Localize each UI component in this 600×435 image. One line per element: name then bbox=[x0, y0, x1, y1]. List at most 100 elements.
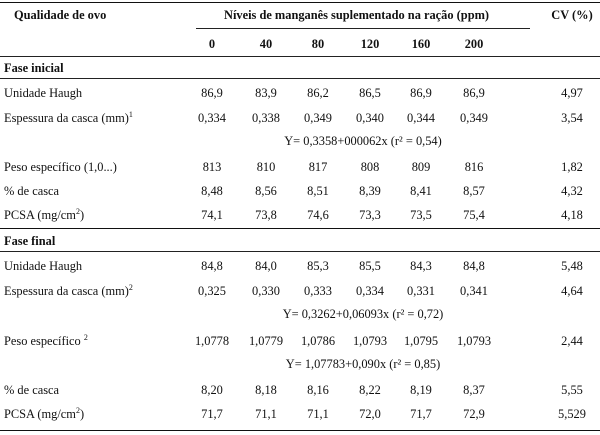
header-levels-label: Níveis de manganês suplementado na ração… bbox=[224, 8, 490, 22]
table-cell: 71,1 bbox=[307, 407, 329, 421]
cv-cell: 3,54 bbox=[561, 111, 583, 125]
table-cell: 8,20 bbox=[201, 383, 223, 397]
table-cell: 1,0793 bbox=[352, 334, 388, 348]
table-cell: 74,1 bbox=[201, 208, 223, 222]
table-cell: 74,6 bbox=[307, 208, 329, 222]
cv-cell: 5,529 bbox=[558, 407, 586, 421]
footnote-mark: 2 bbox=[75, 405, 80, 415]
table-cell: 71,7 bbox=[410, 407, 432, 421]
row-label: Unidade Haugh bbox=[4, 259, 83, 273]
regression-equation: Y= 0,3358+000062x (r² = 0,54) bbox=[284, 134, 442, 148]
table-cell: 86,9 bbox=[463, 86, 485, 100]
row-label: PCSA (mg/cm2) bbox=[4, 206, 85, 222]
table-cell: 73,5 bbox=[410, 208, 432, 222]
header-level: 40 bbox=[259, 37, 273, 51]
regression-equation: Y= 0,3262+0,06093x (r² = 0,72) bbox=[282, 307, 444, 321]
header-level: 80 bbox=[311, 37, 325, 51]
header-quality-label: Qualidade de ovo bbox=[14, 8, 107, 22]
table-cell: 0,334 bbox=[356, 284, 384, 298]
table-cell: 0,325 bbox=[198, 284, 226, 298]
table-cell: 8,48 bbox=[201, 184, 223, 198]
table-cell: 1,0778 bbox=[194, 334, 230, 348]
table-cell: 808 bbox=[360, 160, 380, 174]
section-title: Fase final bbox=[4, 234, 56, 248]
header-level: 0 bbox=[208, 37, 216, 51]
row-label: PCSA (mg/cm2) bbox=[4, 405, 85, 421]
row-label: Espessura da casca (mm)2 bbox=[4, 282, 133, 298]
table-cell: 86,9 bbox=[410, 86, 432, 100]
footnote-mark: 1 bbox=[128, 109, 133, 119]
header-spanner-rule bbox=[196, 28, 530, 29]
table-cell: 813 bbox=[202, 160, 222, 174]
table-cell: 71,7 bbox=[201, 407, 223, 421]
table-cell: 809 bbox=[411, 160, 431, 174]
table-cell: 8,51 bbox=[307, 184, 329, 198]
table-cell: 8,57 bbox=[463, 184, 485, 198]
section-rule bbox=[0, 251, 600, 252]
cv-cell: 5,48 bbox=[561, 259, 583, 273]
table-cell: 0,331 bbox=[407, 284, 435, 298]
header-cv-label: CV (%) bbox=[551, 8, 593, 22]
table-cell: 85,3 bbox=[307, 259, 329, 273]
row-label: Peso específico (1,0...) bbox=[4, 160, 117, 174]
table-cell: 1,0786 bbox=[300, 334, 336, 348]
cv-cell: 4,32 bbox=[561, 184, 583, 198]
table-bottom-rule bbox=[0, 430, 600, 431]
row-label: Unidade Haugh bbox=[4, 86, 83, 100]
table-cell: 86,2 bbox=[307, 86, 329, 100]
table-cell: 73,8 bbox=[255, 208, 277, 222]
table-cell: 84,8 bbox=[201, 259, 223, 273]
table-cell: 816 bbox=[464, 160, 484, 174]
table-cell: 817 bbox=[308, 160, 328, 174]
table-cell: 72,0 bbox=[359, 407, 381, 421]
table-cell: 84,3 bbox=[410, 259, 432, 273]
table-cell: 75,4 bbox=[463, 208, 485, 222]
table-cell: 1,0795 bbox=[403, 334, 439, 348]
table-cell: 0,349 bbox=[304, 111, 332, 125]
table-cell: 810 bbox=[256, 160, 276, 174]
header-level: 200 bbox=[464, 37, 484, 51]
table-cell: 72,9 bbox=[463, 407, 485, 421]
table-cell: 1,0793 bbox=[456, 334, 492, 348]
table-cell: 0,333 bbox=[304, 284, 332, 298]
table-cell: 8,39 bbox=[359, 184, 381, 198]
table-cell: 8,37 bbox=[463, 383, 485, 397]
table-cell: 0,344 bbox=[407, 111, 435, 125]
header-level: 160 bbox=[411, 37, 431, 51]
table-cell: 8,22 bbox=[359, 383, 381, 397]
table-cell: 0,338 bbox=[252, 111, 280, 125]
row-label: % de casca bbox=[4, 383, 60, 397]
cv-cell: 4,64 bbox=[561, 284, 583, 298]
table-cell: 8,41 bbox=[410, 184, 432, 198]
section-divider-rule bbox=[0, 228, 600, 229]
section-rule bbox=[0, 78, 600, 79]
footnote-mark: 2 bbox=[128, 282, 133, 292]
table-cell: 84,0 bbox=[255, 259, 277, 273]
cv-cell: 1,82 bbox=[561, 160, 583, 174]
footnote-mark: 2 bbox=[75, 206, 80, 216]
cv-cell: 5,55 bbox=[561, 383, 583, 397]
row-label: Peso específico 2 bbox=[4, 332, 88, 348]
table-cell: 0,341 bbox=[460, 284, 488, 298]
table-cell: 8,18 bbox=[255, 383, 277, 397]
table-cell: 85,5 bbox=[359, 259, 381, 273]
table-cell: 8,16 bbox=[307, 383, 329, 397]
table-cell: 8,56 bbox=[255, 184, 277, 198]
cv-cell: 4,97 bbox=[561, 86, 583, 100]
table-cell: 86,5 bbox=[359, 86, 381, 100]
table-cell: 86,9 bbox=[201, 86, 223, 100]
table-cell: 84,8 bbox=[463, 259, 485, 273]
regression-equation: Y= 1,07783+0,090x (r² = 0,85) bbox=[285, 357, 441, 371]
cv-cell: 4,18 bbox=[561, 208, 583, 222]
row-label: Espessura da casca (mm)1 bbox=[4, 109, 133, 125]
header-bottom-rule bbox=[0, 56, 600, 57]
table-cell: 0,330 bbox=[252, 284, 280, 298]
row-label: % de casca bbox=[4, 184, 60, 198]
table-cell: 8,19 bbox=[410, 383, 432, 397]
table-cell: 83,9 bbox=[255, 86, 277, 100]
table-top-rule bbox=[0, 2, 600, 3]
table-cell: 73,3 bbox=[359, 208, 381, 222]
footnote-mark: 2 bbox=[83, 332, 88, 342]
table-cell: 1,0779 bbox=[248, 334, 284, 348]
